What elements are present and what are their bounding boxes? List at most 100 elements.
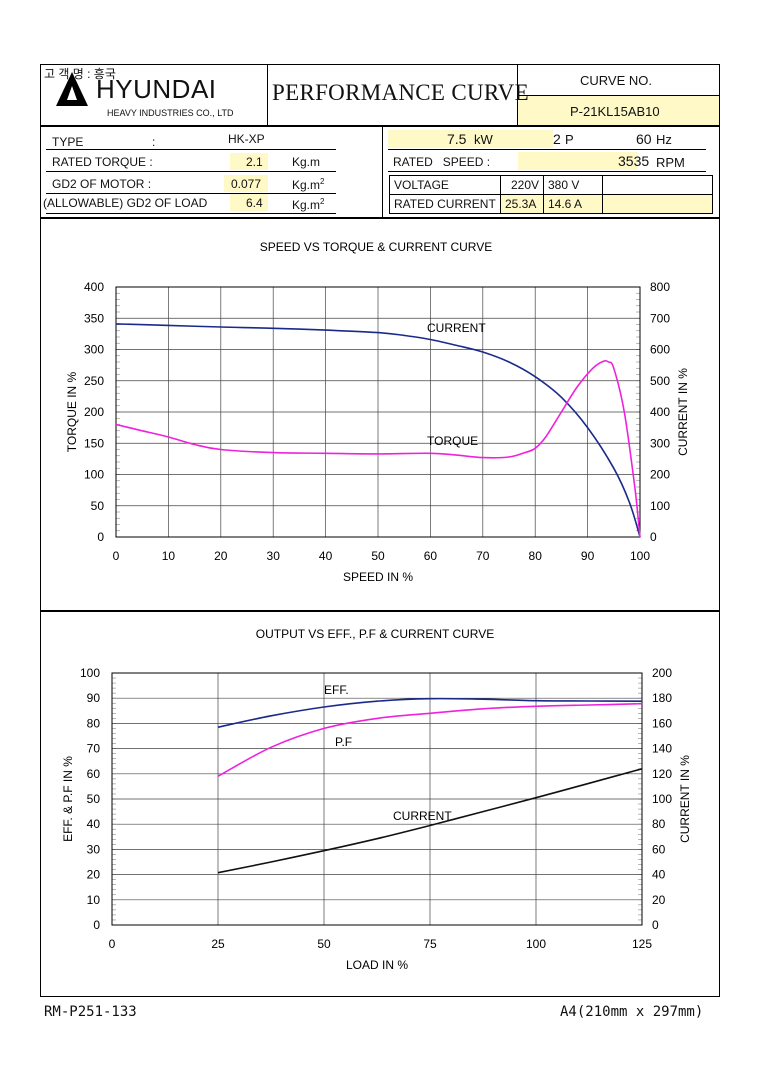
gd2-motor-label: GD2 OF MOTOR :: [52, 177, 152, 191]
poles-value: 2: [553, 131, 561, 147]
c1-y-tick-label: 300: [84, 343, 104, 357]
c2-series-line-current: [217, 768, 643, 874]
c1-x-tick-label: 100: [630, 549, 650, 563]
c2-y2-tick-label: 20: [652, 893, 666, 907]
rated-speed-unit: RPM: [656, 155, 685, 170]
c1-x-tick-label: 70: [476, 549, 490, 563]
c1-y-tick-label: 0: [97, 530, 104, 544]
c1-x-tick-label: 40: [319, 549, 333, 563]
gd2-load-bg: [230, 194, 268, 211]
c1-y-tick-label: 100: [84, 468, 104, 482]
c2-series-label-eff: EFF.: [324, 683, 349, 697]
c2-y-tick-label: 40: [87, 817, 101, 831]
c2-y-tick-label: 60: [87, 767, 101, 781]
c1-series-line-torque: [115, 360, 641, 538]
c1-x-tick-label: 30: [267, 549, 281, 563]
chart-panel-speed: [40, 218, 720, 612]
freq-value: 60: [636, 131, 652, 147]
c2-y2-tick-label: 160: [652, 716, 672, 730]
c2-x-tick-label: 25: [211, 937, 225, 951]
c2-y-tick-label: 0: [93, 918, 100, 932]
c1-series-line-current: [115, 323, 641, 538]
type-label: TYPE: [52, 135, 84, 149]
c1-y-tick-label: 150: [84, 436, 104, 450]
c2-chart-title: OUTPUT VS EFF., P.F & CURRENT CURVE: [256, 627, 495, 641]
curve-no-bg: [518, 96, 719, 125]
gd2-load-value: 6.4: [246, 196, 263, 210]
c2-x-tick-label: 0: [109, 937, 116, 951]
c2-y2-tick-label: 60: [652, 842, 666, 856]
c1-x-axis-label: SPEED IN %: [343, 570, 413, 584]
c2-x-tick-label: 75: [423, 937, 437, 951]
rated-torque-value: 2.1: [246, 155, 263, 169]
c1-y2-tick-label: 700: [650, 311, 670, 325]
type-value: HK-XP: [228, 132, 265, 146]
c1-chart-title: SPEED VS TORQUE & CURRENT CURVE: [260, 240, 493, 254]
c2-y2-tick-label: 120: [652, 767, 672, 781]
c1-y2-tick-label: 100: [650, 499, 670, 513]
rated-current-2: 14.6 A: [543, 194, 603, 214]
rated-speed-label: RATED SPEED :: [393, 155, 491, 169]
voltage-label: VOLTAGE: [389, 175, 501, 195]
c2-y2-tick-label: 200: [652, 666, 672, 680]
c1-x-tick-label: 0: [113, 549, 120, 563]
c2-y-tick-label: 30: [87, 842, 101, 856]
logo-triangle-icon: [56, 72, 88, 106]
c2-y-tick-label: 70: [87, 742, 101, 756]
gd2-load-unit: Kg.m2: [292, 197, 324, 212]
gd2-motor-unit-sup: 2: [320, 177, 325, 186]
c2-y2-tick-label: 40: [652, 868, 666, 882]
gd2-motor-unit: Kg.m2: [292, 177, 324, 192]
type-colon: :: [152, 135, 156, 149]
c2-x-tick-label: 50: [317, 937, 331, 951]
gd2-load-label: (ALLOWABLE) GD2 OF LOAD: [43, 196, 208, 210]
c1-y2-tick-label: 300: [650, 436, 670, 450]
c2-y2-tick-label: 140: [652, 742, 672, 756]
voltage-current-table: VOLTAGE 220V 380 V RATED CURRENT 25.3A 1…: [389, 175, 713, 214]
c2-series-line-pf: [217, 702, 643, 778]
c2-y-tick-label: 10: [87, 893, 101, 907]
power-bg: [388, 130, 553, 148]
c1-y-tick-label: 200: [84, 405, 104, 419]
c1-series-label-current: CURRENT: [427, 321, 486, 335]
spec-right-box: [382, 126, 720, 218]
c2-x-axis-label: LOAD IN %: [346, 958, 408, 972]
header-divider-3: [517, 95, 720, 96]
gd2-motor-value: 0.077: [231, 177, 262, 191]
c2-plot-frame: [111, 672, 643, 926]
c1-y-tick-label: 250: [84, 374, 104, 388]
gd2-motor-bg: [224, 175, 268, 192]
voltage-row: VOLTAGE 220V 380 V: [389, 175, 713, 195]
c1-y-tick-label: 400: [84, 280, 104, 294]
footer-doc-code: RM-P251-133: [44, 1004, 137, 1020]
c1-series-label-torque: TORQUE: [427, 434, 478, 448]
c2-series-label-pf: P.F: [335, 735, 352, 749]
c2-y-tick-label: 50: [87, 792, 101, 806]
c1-plot-frame: [115, 286, 641, 538]
footer-paper-size: A4(210mm x 297mm): [560, 1004, 704, 1020]
c2-y2-tick-label: 180: [652, 691, 672, 705]
power-value: 7.5: [447, 131, 467, 147]
c2-y2-tick-label: 0: [652, 918, 659, 932]
c1-y-axis-label: TORQUE IN %: [65, 371, 79, 452]
rated-current-3: [602, 194, 713, 214]
brand-subtitle: HEAVY INDUSTRIES CO., LTD: [107, 108, 234, 118]
c2-x-tick-label: 100: [526, 937, 546, 951]
c2-y-tick-label: 90: [87, 691, 101, 705]
c1-y-tick-label: 350: [84, 311, 104, 325]
spec-rule-3: [46, 193, 336, 194]
rated-torque-label: RATED TORQUE :: [52, 155, 153, 169]
c1-y2-tick-label: 200: [650, 468, 670, 482]
c2-x-tick-label: 125: [632, 937, 652, 951]
gd2-load-unit-text: Kg.m: [292, 198, 321, 212]
c2-y2-tick-label: 100: [652, 792, 672, 806]
document-title: PERFORMANCE CURVE: [272, 80, 529, 105]
c1-y-tick-label: 50: [91, 499, 105, 513]
c2-y-axis-label: EFF. & P.F IN %: [61, 756, 75, 842]
brand-logo: HYUNDAI: [96, 74, 217, 104]
c1-x-tick-label: 50: [371, 549, 385, 563]
c1-y2-tick-label: 400: [650, 405, 670, 419]
rated-torque-unit: Kg.m: [292, 155, 321, 169]
c1-y2-tick-label: 500: [650, 374, 670, 388]
